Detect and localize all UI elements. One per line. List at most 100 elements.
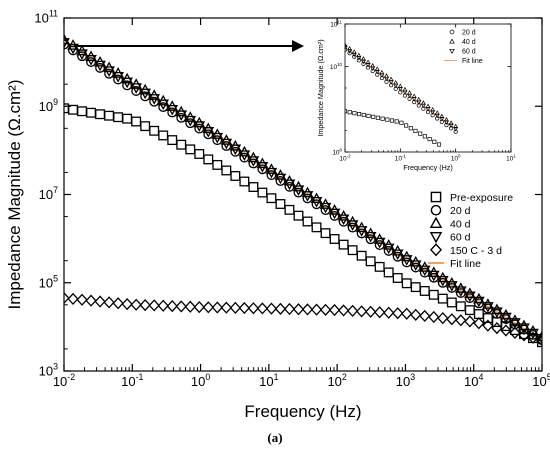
- data-point: [94, 60, 106, 72]
- data-point: [410, 308, 422, 321]
- data-point: [319, 303, 332, 316]
- data-point: [491, 307, 503, 319]
- data-point: [158, 102, 169, 113]
- data-point: [374, 306, 386, 319]
- data-point: [357, 112, 362, 117]
- data-point: [397, 87, 403, 92]
- data-point: [375, 72, 380, 77]
- data-point: [449, 126, 454, 131]
- arrow-head: [292, 40, 304, 52]
- data-point: [409, 260, 422, 271]
- data-point: [64, 38, 70, 49]
- data-point: [337, 214, 350, 226]
- data-point: [370, 66, 376, 71]
- data-point: [356, 58, 361, 63]
- data-point: [337, 304, 350, 317]
- y-axis-title: Impedance Magnitude (Ω.cm²): [316, 39, 325, 136]
- x-tick-label: 103: [396, 372, 415, 389]
- data-point: [356, 250, 367, 261]
- data-point: [371, 114, 376, 119]
- data-point: [157, 99, 170, 111]
- data-point: [365, 256, 376, 267]
- data-point: [320, 228, 331, 239]
- data-point: [366, 113, 371, 118]
- data-point: [112, 72, 124, 83]
- data-point: [76, 49, 88, 60]
- data-point: [419, 309, 431, 323]
- legend-label: 20 d: [450, 205, 471, 217]
- data-point: [536, 334, 542, 345]
- data-point: [346, 220, 359, 231]
- data-point: [448, 123, 454, 129]
- data-point: [247, 302, 260, 315]
- data-point: [140, 91, 151, 102]
- data-point: [139, 88, 151, 100]
- data-point: [439, 117, 445, 122]
- y-tick-label: 1010: [330, 62, 343, 71]
- data-point: [418, 131, 423, 136]
- legend-label: Pre-exposure: [450, 192, 513, 204]
- data-point: [184, 115, 197, 127]
- y-tick-label: 1011: [34, 9, 58, 26]
- data-point: [482, 302, 494, 313]
- data-point: [338, 239, 349, 250]
- data-point: [274, 302, 287, 315]
- data-point: [347, 45, 353, 51]
- data-point: [402, 90, 408, 95]
- data-point: [464, 291, 476, 303]
- data-point: [221, 165, 232, 176]
- data-point: [394, 119, 399, 124]
- data-point: [301, 191, 314, 202]
- x-tick-label: 105: [532, 372, 550, 389]
- legend-label: 40 d: [450, 218, 471, 230]
- data-point: [211, 132, 224, 144]
- data-point: [401, 307, 413, 320]
- data-point: [64, 291, 70, 305]
- data-point: [238, 301, 250, 315]
- data-point: [284, 204, 295, 215]
- data-point: [445, 276, 458, 288]
- data-point: [194, 149, 205, 159]
- data-point: [347, 49, 353, 54]
- y-axis-title: Impedance Magnitude (Ω.cm²): [5, 79, 24, 309]
- data-point: [446, 313, 458, 326]
- data-point: [527, 328, 539, 340]
- legend-label: 20 d: [462, 30, 476, 37]
- data-point: [422, 134, 427, 139]
- data-point: [482, 298, 494, 309]
- data-point: [427, 270, 440, 282]
- data-point: [464, 315, 476, 328]
- data-point: [347, 51, 352, 56]
- data-point: [94, 295, 106, 308]
- data-point: [130, 298, 142, 311]
- data-point: [383, 267, 394, 278]
- x-tick-label: 101: [506, 154, 516, 163]
- data-point: [220, 301, 232, 314]
- data-point: [500, 324, 512, 337]
- data-point: [328, 208, 341, 220]
- data-point: [202, 127, 215, 138]
- data-point: [388, 80, 394, 85]
- data-point: [448, 120, 454, 125]
- y-tick-label: 109: [39, 97, 58, 114]
- data-point: [347, 110, 352, 115]
- legend-marker: [449, 29, 455, 35]
- data-point: [389, 118, 395, 123]
- data-point: [360, 59, 366, 65]
- legend-marker: [429, 243, 443, 257]
- data-point: [292, 303, 305, 316]
- x-tick-label: 102: [327, 372, 346, 389]
- data-point: [311, 222, 322, 233]
- data-point: [384, 76, 389, 82]
- data-point: [256, 302, 269, 315]
- data-point: [148, 94, 161, 105]
- data-point: [518, 329, 530, 342]
- data-point: [527, 325, 539, 336]
- data-point: [373, 237, 386, 249]
- data-point: [491, 303, 503, 315]
- data-point: [427, 137, 432, 142]
- data-point: [436, 275, 449, 287]
- data-point: [536, 334, 542, 347]
